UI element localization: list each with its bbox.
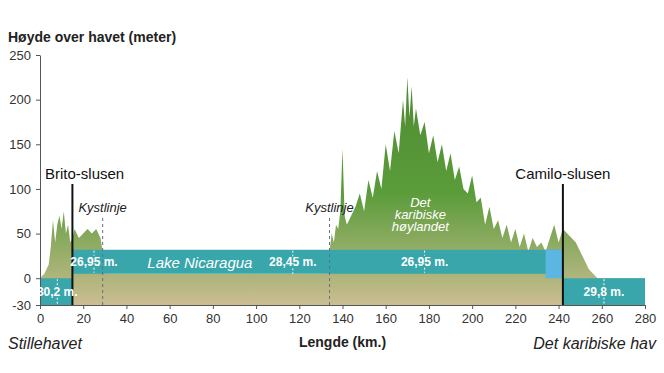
x-tick-label: 60 (163, 311, 177, 326)
x-tick-label: 160 (375, 311, 397, 326)
x-end-label: Stillehavet (8, 335, 82, 352)
x-tick: 200 (462, 305, 484, 326)
x-tick-mark (559, 305, 560, 309)
x-tick-label: 100 (246, 311, 268, 326)
x-tick-mark (645, 305, 646, 309)
y-tick: 0 (24, 271, 40, 286)
area-label: Detkaribiskehøylandet (392, 195, 450, 234)
x-end-label: Det karibiske hav (533, 335, 657, 352)
x-tick-label: 80 (206, 311, 220, 326)
x-tick-mark (40, 305, 41, 309)
x-axis-title: Lengde (km.) (299, 334, 386, 350)
y-tick: 100 (9, 182, 40, 197)
y-tick-mark (36, 234, 40, 235)
x-tick-mark (299, 305, 300, 309)
x-tick-label: 220 (505, 311, 527, 326)
y-tick: 50 (17, 226, 40, 241)
water-area (546, 250, 563, 279)
x-tick: 240 (548, 305, 570, 326)
depth-label: 29,8 m. (584, 285, 625, 299)
y-tick: 200 (9, 92, 40, 107)
x-tick: 80 (206, 305, 220, 326)
x-tick-label: 240 (548, 311, 570, 326)
x-tick-mark (343, 305, 344, 309)
y-axis-title: Høyde over havet (meter) (8, 29, 176, 45)
chart: -30 0 50 100 150 200 250 0 20 40 60 80 100 120 140 160 1… (0, 0, 664, 373)
y-tick: 250 (9, 48, 40, 63)
y-tick-label: -30 (12, 298, 31, 313)
y-tick-mark (36, 189, 40, 190)
y-tick-mark (36, 144, 40, 145)
x-tick: 40 (120, 305, 134, 326)
y-tick-label: 150 (9, 137, 31, 152)
y-axis: -30 0 50 100 150 200 250 (9, 48, 40, 313)
depth-label: 26,95 m. (70, 255, 117, 269)
y-tick-label: 0 (24, 271, 31, 286)
x-tick-label: 200 (462, 311, 484, 326)
x-tick-label: 0 (37, 311, 44, 326)
lock-line (562, 184, 564, 305)
coastline-line (329, 218, 330, 305)
depth-label: 30,2 m. (37, 285, 78, 299)
y-tick-label: 200 (9, 92, 31, 107)
annotations: Kystlinje Kystlinje Brito-slusen Camilo-slu… (37, 165, 624, 305)
y-tick: -30 (12, 298, 40, 313)
plot-marks (40, 77, 645, 305)
terrain-area (40, 77, 645, 305)
x-tick-label: 20 (76, 311, 90, 326)
y-tick-mark (36, 100, 40, 101)
x-tick-mark (256, 305, 257, 309)
x-tick: 20 (76, 305, 90, 326)
x-tick-mark (126, 305, 127, 309)
y-tick-label: 100 (9, 182, 31, 197)
x-axis: 0 20 40 60 80 100 120 140 160 180 200 220 240 260 280 (37, 305, 656, 326)
x-tick: 280 (635, 305, 657, 326)
x-tick-mark (213, 305, 214, 309)
water-area (40, 250, 645, 305)
x-tick-label: 140 (332, 311, 354, 326)
y-axis-line (40, 56, 41, 306)
x-tick: 0 (37, 305, 44, 326)
y-tick: 150 (9, 137, 40, 152)
x-tick-mark (170, 305, 171, 309)
coastline-label: Kystlinje (78, 200, 126, 215)
y-tick-mark (36, 55, 40, 56)
area-label-line: Lake Nicaragua (147, 254, 252, 271)
x-tick-mark (472, 305, 473, 309)
x-tick-mark (602, 305, 603, 309)
x-tick-mark (515, 305, 516, 309)
x-tick-label: 120 (289, 311, 311, 326)
area-label: Lake Nicaragua (147, 254, 252, 271)
x-tick-label: 40 (120, 311, 134, 326)
x-tick: 120 (289, 305, 311, 326)
depth-label: 28,45 m. (269, 255, 316, 269)
x-tick-label: 180 (419, 311, 441, 326)
x-tick: 100 (246, 305, 268, 326)
x-tick-label: 260 (591, 311, 613, 326)
coastline-label: Kystlinje (305, 200, 353, 215)
x-tick: 60 (163, 305, 177, 326)
y-tick-label: 250 (9, 48, 31, 63)
x-tick-mark (386, 305, 387, 309)
x-tick-mark (83, 305, 84, 309)
x-tick-mark (429, 305, 430, 309)
x-tick: 160 (375, 305, 397, 326)
x-tick: 140 (332, 305, 354, 326)
x-tick: 260 (591, 305, 613, 326)
x-tick: 180 (419, 305, 441, 326)
x-tick-label: 280 (635, 311, 657, 326)
lock-label: Brito-slusen (45, 165, 124, 182)
x-tick: 220 (505, 305, 527, 326)
area-label-line: høylandet (392, 219, 450, 234)
lock-label: Camilo-slusen (515, 165, 610, 182)
y-tick-label: 50 (17, 226, 31, 241)
y-tick-mark (36, 305, 40, 306)
y-tick-mark (36, 278, 40, 279)
depth-label: 26,95 m. (401, 255, 448, 269)
